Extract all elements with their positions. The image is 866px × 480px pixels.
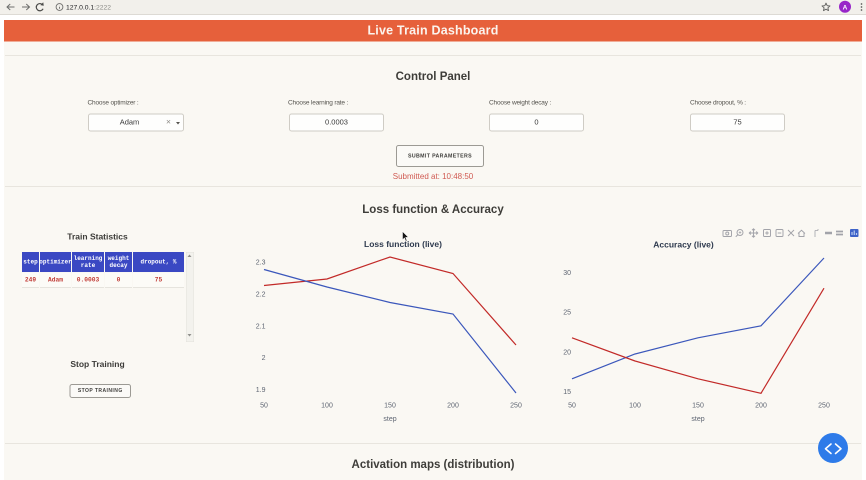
svg-text:50: 50 xyxy=(260,403,268,410)
svg-text:2: 2 xyxy=(262,355,266,362)
svg-text:A: A xyxy=(843,4,848,11)
svg-text:250: 250 xyxy=(510,403,522,410)
svg-text:step: step xyxy=(383,416,396,423)
svg-text:200: 200 xyxy=(755,403,767,410)
svg-text:100: 100 xyxy=(629,403,641,410)
svg-text:2.2: 2.2 xyxy=(256,292,266,299)
svg-text:20: 20 xyxy=(563,350,571,357)
svg-text:150: 150 xyxy=(384,403,396,410)
svg-text:100: 100 xyxy=(321,403,333,410)
svg-text:2.1: 2.1 xyxy=(256,324,266,331)
svg-text:50: 50 xyxy=(568,403,576,410)
svg-text:Loss function (live): Loss function (live) xyxy=(364,239,442,249)
svg-text:30: 30 xyxy=(563,270,571,277)
svg-text:25: 25 xyxy=(563,310,571,317)
svg-text:200: 200 xyxy=(447,403,459,410)
svg-text:Accuracy (live): Accuracy (live) xyxy=(653,240,714,250)
svg-text:2.3: 2.3 xyxy=(256,260,266,267)
svg-text:1.9: 1.9 xyxy=(256,387,266,394)
svg-text:step: step xyxy=(691,416,704,423)
svg-text:15: 15 xyxy=(563,389,571,396)
svg-text:150: 150 xyxy=(692,403,704,410)
svg-text:250: 250 xyxy=(818,403,830,410)
